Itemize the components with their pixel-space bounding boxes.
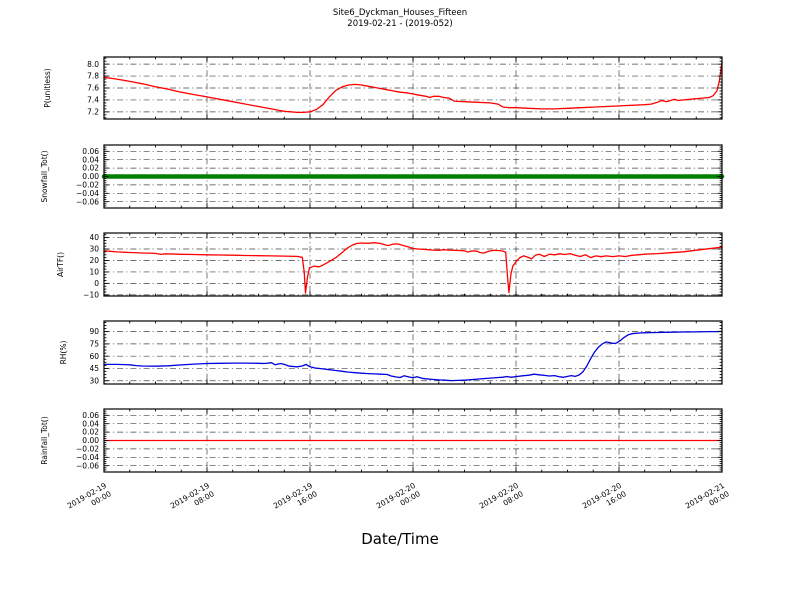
y-tick-label: 0.04 — [82, 419, 99, 428]
y-tick-label: 60 — [89, 352, 99, 361]
y-axis-label-rainfall: Rainfall_Tot() — [40, 416, 49, 464]
y-tick-label: 10 — [89, 268, 99, 277]
y-tick-label: −0.02 — [76, 181, 99, 190]
y-tick-label: 30 — [89, 376, 99, 385]
y-tick-label: 0.02 — [82, 428, 99, 437]
y-tick-label: 0.02 — [82, 164, 99, 173]
y-axis-label-rh: RH(%) — [59, 341, 68, 365]
y-tick-label: 7.6 — [87, 84, 99, 93]
figure-subtitle: 2019-02-21 - (2019-052) — [347, 19, 453, 29]
y-tick-label: −0.02 — [76, 445, 99, 454]
y-tick-label: 0.00 — [82, 172, 99, 181]
y-tick-label: 0.04 — [82, 155, 99, 164]
x-axis-title: Date/Time — [361, 530, 439, 548]
y-axis-label-airtf: AirTF() — [56, 252, 65, 277]
y-tick-label: 7.4 — [87, 96, 99, 105]
y-tick-label: −0.06 — [76, 461, 99, 470]
y-tick-label: 0.00 — [82, 436, 99, 445]
airtf-series-line — [103, 242, 723, 294]
y-tick-label: 75 — [89, 340, 99, 349]
figure-title: Site6_Dyckman_Houses_Fifteen — [332, 8, 468, 18]
rh-series-line — [103, 330, 723, 382]
y-tick-label: 30 — [89, 245, 99, 254]
y-tick-label: 7.8 — [87, 72, 99, 81]
panel-rainfall: −0.06−0.04−0.020.000.020.040.06 Rainfall_… — [40, 408, 723, 473]
y-axis-label-p: P(unitless) — [43, 68, 52, 107]
panel-airtf: −10 0 10 20 30 40 AirTF() — [56, 232, 723, 299]
panel-rh: 30 45 60 75 90 RH(%) — [59, 320, 723, 385]
y-tick-label: −0.04 — [76, 453, 99, 462]
p-series-line — [103, 61, 723, 114]
y-tick-label: −0.06 — [76, 197, 99, 206]
y-tick-label: 0 — [94, 279, 99, 288]
title-block: Site6_Dyckman_Houses_Fifteen 2019-02-21 … — [0, 8, 800, 30]
y-tick-label: 0.06 — [82, 147, 99, 156]
y-tick-label: 20 — [89, 256, 99, 265]
y-tick-label: −0.04 — [76, 189, 99, 198]
y-tick-label: 7.2 — [87, 107, 99, 116]
y-tick-label: 40 — [89, 233, 99, 242]
panel-p: 7.2 7.4 7.6 7.8 8.0 P(unitless) — [43, 56, 723, 120]
y-tick-label: 90 — [89, 327, 99, 336]
y-tick-label: 8.0 — [87, 60, 99, 69]
y-axis-label-snowfall: Snowfall_Tot() — [40, 150, 49, 202]
y-tick-label: 45 — [89, 364, 99, 373]
y-tick-label: −10 — [83, 290, 99, 299]
y-tick-label: 0.06 — [82, 411, 99, 420]
panel-snowfall: −0.06−0.04−0.020.000.020.040.06 Snowfall_… — [40, 144, 725, 209]
